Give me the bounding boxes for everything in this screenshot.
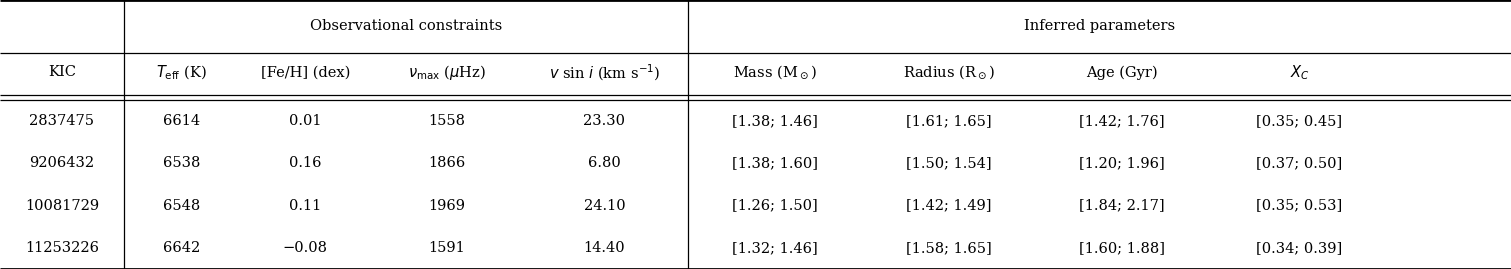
Text: 0.16: 0.16 (289, 156, 322, 170)
Text: [0.37; 0.50]: [0.37; 0.50] (1256, 156, 1343, 170)
Text: [1.42; 1.76]: [1.42; 1.76] (1079, 114, 1165, 128)
Text: 6642: 6642 (163, 241, 199, 255)
Text: 6.80: 6.80 (588, 156, 621, 170)
Text: $X_C$: $X_C$ (1289, 63, 1310, 82)
Text: Observational constraints: Observational constraints (310, 19, 502, 33)
Text: 23.30: 23.30 (583, 114, 626, 128)
Text: [1.26; 1.50]: [1.26; 1.50] (733, 199, 817, 213)
Text: 14.40: 14.40 (583, 241, 626, 255)
Text: [1.42; 1.49]: [1.42; 1.49] (907, 199, 991, 213)
Text: $v$ sin $i$ (km s$^{-1}$): $v$ sin $i$ (km s$^{-1}$) (548, 62, 660, 83)
Text: [0.35; 0.45]: [0.35; 0.45] (1257, 114, 1342, 128)
Text: [0.35; 0.53]: [0.35; 0.53] (1256, 199, 1343, 213)
Text: [0.34; 0.39]: [0.34; 0.39] (1256, 241, 1343, 255)
Text: 1969: 1969 (428, 199, 465, 213)
Text: 1591: 1591 (428, 241, 465, 255)
Text: [1.20; 1.96]: [1.20; 1.96] (1079, 156, 1165, 170)
Text: Mass (M$_\odot$): Mass (M$_\odot$) (733, 63, 817, 82)
Text: [1.50; 1.54]: [1.50; 1.54] (907, 156, 991, 170)
Text: 24.10: 24.10 (583, 199, 626, 213)
Text: 9206432: 9206432 (29, 156, 95, 170)
Text: 6548: 6548 (163, 199, 199, 213)
Text: 0.11: 0.11 (289, 199, 322, 213)
Text: 2837475: 2837475 (29, 114, 95, 128)
Text: 1558: 1558 (428, 114, 465, 128)
Text: [1.58; 1.65]: [1.58; 1.65] (907, 241, 991, 255)
Text: Inferred parameters: Inferred parameters (1023, 19, 1176, 33)
Text: 1866: 1866 (428, 156, 465, 170)
Text: [1.61; 1.65]: [1.61; 1.65] (907, 114, 991, 128)
Text: 11253226: 11253226 (26, 241, 98, 255)
Text: −0.08: −0.08 (283, 241, 328, 255)
Text: 6538: 6538 (163, 156, 199, 170)
Text: [1.38; 1.46]: [1.38; 1.46] (733, 114, 817, 128)
Text: $T_\mathrm{eff}$ (K): $T_\mathrm{eff}$ (K) (156, 63, 207, 82)
Text: Age (Gyr): Age (Gyr) (1086, 65, 1157, 80)
Text: $\nu_\mathrm{max}$ ($\mu$Hz): $\nu_\mathrm{max}$ ($\mu$Hz) (408, 63, 485, 82)
Text: 10081729: 10081729 (24, 199, 100, 213)
Text: 6614: 6614 (163, 114, 199, 128)
Text: [1.38; 1.60]: [1.38; 1.60] (733, 156, 817, 170)
Text: [Fe/H] (dex): [Fe/H] (dex) (260, 65, 351, 79)
Text: [1.84; 2.17]: [1.84; 2.17] (1079, 199, 1165, 213)
Text: 0.01: 0.01 (289, 114, 322, 128)
Text: [1.32; 1.46]: [1.32; 1.46] (733, 241, 817, 255)
Text: [1.60; 1.88]: [1.60; 1.88] (1079, 241, 1165, 255)
Text: Radius (R$_\odot$): Radius (R$_\odot$) (904, 63, 994, 82)
Text: KIC: KIC (48, 65, 76, 79)
